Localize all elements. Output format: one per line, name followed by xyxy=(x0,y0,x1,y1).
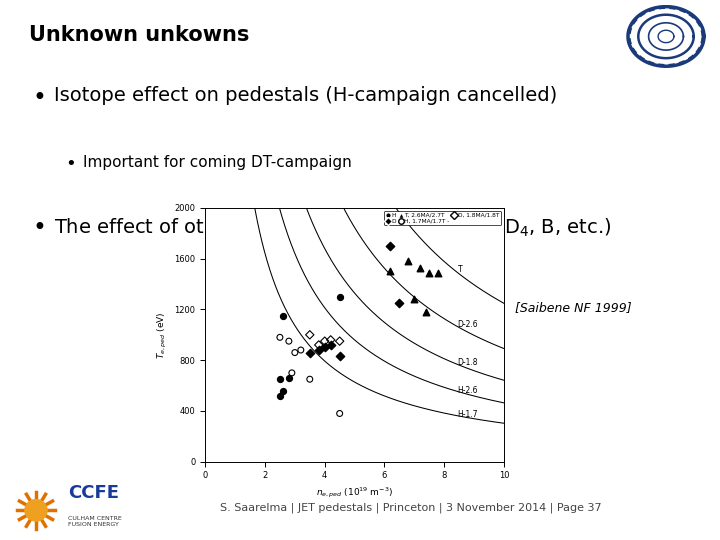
Point xyxy=(286,368,297,377)
Point xyxy=(283,374,294,382)
Point xyxy=(402,257,414,266)
Point xyxy=(325,335,336,344)
Point xyxy=(319,343,330,352)
Point xyxy=(304,375,315,383)
Legend: H, D, T, 2.6MA/2.7T, H, 1.7MA/1.7T -, D, 1.8MA/1.8T: H, D, T, 2.6MA/2.7T, H, 1.7MA/1.7T -, D,… xyxy=(384,211,501,225)
Point xyxy=(334,409,346,418)
Text: H-2.6: H-2.6 xyxy=(458,386,478,395)
Point xyxy=(409,295,420,303)
Point xyxy=(384,267,396,275)
Point xyxy=(277,386,289,395)
Text: [Saibene NF 1999]: [Saibene NF 1999] xyxy=(515,301,631,314)
Text: S. Saarelma | JET pedestals | Princeton | 3 November 2014 | Page 37: S. Saarelma | JET pedestals | Princeton … xyxy=(220,502,601,513)
Point xyxy=(313,346,325,354)
Point xyxy=(295,346,307,354)
Text: •: • xyxy=(32,86,46,110)
Point xyxy=(274,375,286,383)
Point xyxy=(325,341,336,349)
Text: Isotope effect on pedestals (H-campaign cancelled): Isotope effect on pedestals (H-campaign … xyxy=(54,86,557,105)
Point xyxy=(334,292,346,301)
Y-axis label: $T_{e,ped}$ (eV): $T_{e,ped}$ (eV) xyxy=(156,311,168,359)
Text: D-2.6: D-2.6 xyxy=(458,320,478,329)
Point xyxy=(394,299,405,307)
Text: Unknown unkowns: Unknown unkowns xyxy=(29,25,249,45)
Point xyxy=(313,341,325,349)
Point xyxy=(274,333,286,342)
Point xyxy=(415,263,426,272)
Text: T: T xyxy=(458,265,462,274)
Point xyxy=(274,392,286,400)
X-axis label: $n_{e,ped}$ ($10^{19}$ m$^{-3}$): $n_{e,ped}$ ($10^{19}$ m$^{-3}$) xyxy=(316,486,393,501)
Point xyxy=(277,312,289,320)
Point xyxy=(304,348,315,357)
Text: D-1.8: D-1.8 xyxy=(458,358,478,367)
Point xyxy=(384,241,396,250)
Text: CCFE: CCFE xyxy=(68,484,120,502)
Point xyxy=(433,268,444,277)
Point xyxy=(289,348,301,357)
Text: •: • xyxy=(32,216,46,240)
Text: CULHAM CENTRE
FUSION ENERGY: CULHAM CENTRE FUSION ENERGY xyxy=(68,516,122,527)
Point xyxy=(304,330,315,339)
Point xyxy=(334,352,346,361)
Text: The effect of other low-Z impurities (seeded CD$_4$, B, etc.): The effect of other low-Z impurities (se… xyxy=(54,216,611,239)
Circle shape xyxy=(25,500,47,521)
Point xyxy=(334,337,346,346)
Point xyxy=(423,268,435,277)
Text: Important for coming DT-campaign: Important for coming DT-campaign xyxy=(83,156,351,170)
Point xyxy=(319,337,330,346)
Point xyxy=(420,308,432,316)
Point xyxy=(283,337,294,346)
Text: •: • xyxy=(65,156,76,173)
Text: H-1.7: H-1.7 xyxy=(458,410,478,420)
